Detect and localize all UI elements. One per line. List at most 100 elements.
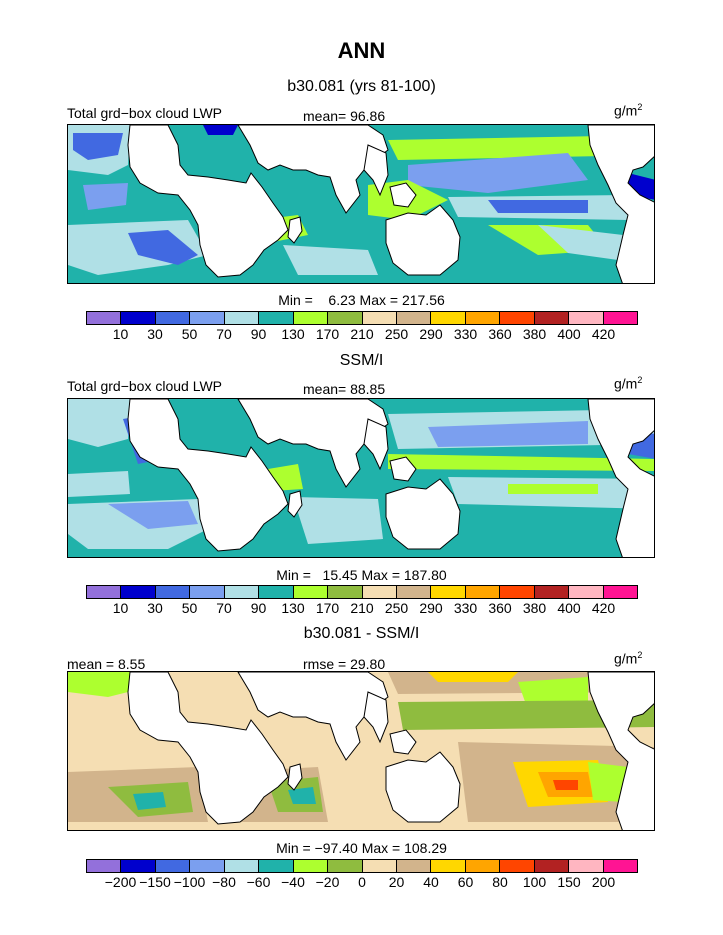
colorbar-swatch xyxy=(190,312,225,324)
panel-2-map xyxy=(67,398,655,558)
panel-2-minmax: Min = 15.45 Max = 187.80 xyxy=(276,567,447,583)
contour-region xyxy=(133,792,166,810)
panel-3-left-label: mean = 8.55 xyxy=(67,656,146,672)
land-outline xyxy=(587,399,654,557)
colorbar-swatch xyxy=(396,860,432,872)
contour-region xyxy=(408,153,588,193)
colorbar-tick-label: 250 xyxy=(384,600,409,616)
land-outline xyxy=(237,399,389,488)
colorbar-tick-label: 130 xyxy=(281,326,305,342)
contour-region xyxy=(283,245,378,275)
colorbar-tick-label: 60 xyxy=(457,874,474,890)
colorbar-swatch xyxy=(465,586,501,598)
colorbar-tick-label: 50 xyxy=(181,600,198,616)
contour-region xyxy=(388,135,654,160)
contour-region xyxy=(588,762,628,802)
colorbar-swatch xyxy=(465,860,501,872)
colorbar-tick-label: 20 xyxy=(388,874,405,890)
colorbar-swatch xyxy=(259,586,294,598)
panel-1-left-label: Total grd−box cloud LWP xyxy=(67,105,222,121)
land-outline xyxy=(363,144,389,197)
colorbar-swatch xyxy=(224,312,260,324)
colorbar-tick-label: 50 xyxy=(181,326,198,342)
contour-region xyxy=(83,183,128,210)
colorbar-swatch xyxy=(500,586,535,598)
colorbar-tick-label: 150 xyxy=(557,874,581,890)
colorbar-swatch xyxy=(534,860,570,872)
contour-region xyxy=(553,780,578,790)
colorbar-swatch xyxy=(534,312,570,324)
land-outline xyxy=(287,216,303,244)
colorbar-swatch xyxy=(500,860,535,872)
colorbar-tick-label: 330 xyxy=(453,326,478,342)
contour-region xyxy=(68,399,130,447)
colorbar-swatch xyxy=(87,860,122,872)
panel-3-colorbar xyxy=(86,859,638,873)
land-outline xyxy=(385,751,461,823)
colorbar-tick-label: 30 xyxy=(147,326,163,342)
panel-1-units: g/m2 xyxy=(614,102,643,119)
colorbar-tick-label: 100 xyxy=(522,874,547,890)
panel-2-units: g/m2 xyxy=(614,375,643,392)
colorbar-tick-label: 70 xyxy=(216,326,232,342)
contour-region xyxy=(428,421,588,447)
contour-region xyxy=(288,787,316,804)
colorbar-tick-label: −20 xyxy=(315,874,340,890)
colorbar-swatch xyxy=(155,312,191,324)
colorbar-tick-label: 290 xyxy=(419,326,443,342)
colorbar-tick-label: 200 xyxy=(591,874,616,890)
panel-3-colorbar-labels: −200 −150 −100 −80 −60 −40 −20 0 20 40 60 80 100 150 2… xyxy=(86,874,638,890)
land-outline xyxy=(237,672,389,761)
colorbar-tick-label: 210 xyxy=(350,326,374,342)
colorbar-tick-label: 360 xyxy=(488,326,512,342)
panel-2-subtitle: SSM/I xyxy=(339,352,384,369)
colorbar-swatch xyxy=(603,312,637,324)
colorbar-tick-label: 380 xyxy=(522,326,547,342)
land-outline xyxy=(127,125,289,278)
main-title: ANN xyxy=(337,38,386,63)
colorbar-tick-label: −60 xyxy=(246,874,271,890)
colorbar-tick-label: 130 xyxy=(281,600,305,616)
land-outline xyxy=(389,729,417,755)
land-outline xyxy=(385,204,461,276)
colorbar-tick-label: 210 xyxy=(350,600,374,616)
colorbar-tick-label: 330 xyxy=(453,600,478,616)
land-outline xyxy=(287,763,303,791)
panel-1-map xyxy=(67,124,655,284)
colorbar-swatch xyxy=(121,860,156,872)
colorbar-tick-label: 400 xyxy=(557,326,581,342)
colorbar-swatch xyxy=(259,312,294,324)
colorbar-tick-label: 170 xyxy=(315,326,340,342)
colorbar-tick-label: 90 xyxy=(250,326,267,342)
colorbar-swatch xyxy=(293,860,329,872)
colorbar-tick-label: 0 xyxy=(358,874,366,890)
contour-region xyxy=(68,702,128,747)
colorbar-tick-label: 380 xyxy=(522,600,547,616)
colorbar-swatch xyxy=(603,586,637,598)
colorbar-tick-label: 400 xyxy=(557,600,581,616)
colorbar-tick-label: −40 xyxy=(281,874,305,890)
contour-region xyxy=(68,471,130,497)
colorbar-swatch xyxy=(121,586,156,598)
panel-2-center-label: mean= 88.85 xyxy=(303,381,386,397)
contour-region xyxy=(488,200,588,213)
colorbar-swatch xyxy=(190,586,225,598)
panel-3-minmax: Min = −97.40 Max = 108.29 xyxy=(276,840,447,856)
colorbar-tick-label: 10 xyxy=(112,326,129,342)
panel-3-center-label: rmse = 29.80 xyxy=(303,656,386,672)
colorbar-swatch xyxy=(603,860,637,872)
panel-2-left-label: Total grd−box cloud LWP xyxy=(67,378,222,394)
contour-region xyxy=(428,672,518,682)
colorbar-swatch xyxy=(465,312,501,324)
contour-region xyxy=(538,225,623,260)
panel-3-subtitle: b30.081 - SSM/I xyxy=(303,625,420,642)
colorbar-swatch xyxy=(190,860,225,872)
colorbar-tick-label: 40 xyxy=(423,874,439,890)
panel-3-units: g/m2 xyxy=(614,650,643,667)
panel-1-colorbar-labels: 10 30 50 70 90 130 170 210 250 290 330 360 380 400 420 xyxy=(86,326,638,342)
colorbar-tick-label: −150 xyxy=(139,874,171,890)
colorbar-swatch xyxy=(224,586,260,598)
colorbar-swatch xyxy=(293,312,329,324)
colorbar-swatch xyxy=(328,586,363,598)
colorbar-swatch xyxy=(224,860,260,872)
